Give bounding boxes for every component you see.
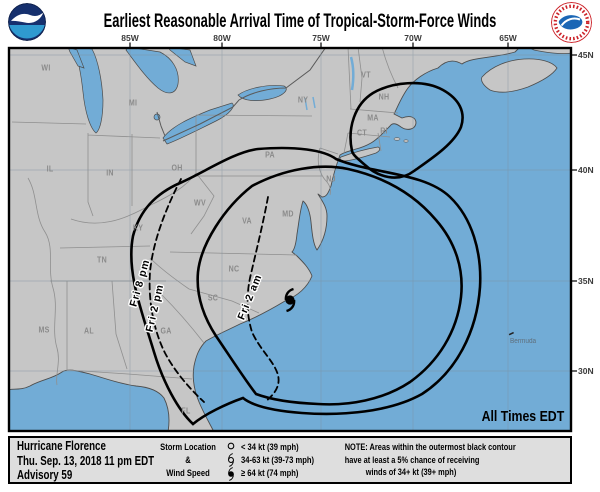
state-label-il: IL	[46, 164, 54, 174]
state-label-md: MD	[282, 209, 294, 219]
map-frame	[7, 46, 573, 433]
finger-lakes	[304, 96, 316, 111]
canada-border	[156, 48, 326, 142]
legend-item-label: < 34 kt (39 mph)	[241, 442, 299, 453]
lake-erie	[162, 102, 234, 145]
storm-identification: Hurricane Florence Thu. Sep. 13, 2018 11…	[17, 439, 193, 483]
legend-title-line3: Wind Speed	[166, 468, 210, 479]
lake-huron	[125, 48, 179, 94]
land-top-sliver	[529, 48, 571, 55]
lake-michigan	[73, 48, 104, 134]
state-label-wv: WV	[194, 198, 206, 208]
title-bar: Earliest Reasonable Arrival Time of Trop…	[0, 0, 600, 47]
state-label-va: VA	[242, 216, 252, 226]
state-label-ky: KY	[132, 223, 144, 233]
contour-new-england	[349, 81, 464, 179]
state-borders	[11, 48, 399, 386]
graticule	[9, 48, 571, 431]
lat-label-35N: 35N	[578, 276, 594, 286]
georgian-bay	[168, 48, 197, 67]
island-nantucket	[403, 139, 409, 143]
land-nova-scotia	[481, 58, 558, 93]
hurricane-icon	[228, 467, 234, 481]
legend-symbols	[225, 439, 237, 481]
state-label-oh: OH	[171, 163, 183, 173]
storm-name: Hurricane Florence	[17, 439, 106, 453]
contour-fri-8am	[196, 165, 463, 406]
state-label-mi: MI	[128, 98, 138, 108]
lon-label-70W: 70W	[404, 33, 422, 43]
state-label-sc: SC	[207, 293, 219, 303]
state-label-ny: NY	[297, 95, 309, 105]
noaa-logo	[8, 3, 46, 41]
state-label-ct: CT	[357, 128, 367, 138]
state-label-pa: PA	[265, 150, 275, 160]
lat-label-40N: 40N	[578, 165, 594, 175]
hurricane-symbol	[284, 287, 296, 313]
legend-item-label: 34-63 kt (39-73 mph)	[241, 455, 315, 466]
legend-title-line2: &	[185, 455, 191, 466]
info-bar: Hurricane Florence Thu. Sep. 13, 2018 11…	[8, 436, 572, 484]
state-label-nh: NH	[378, 92, 390, 102]
contour-fri-2am-dashed	[246, 196, 280, 403]
contour-fri-2pm-dashed	[148, 178, 205, 403]
state-label-wi: WI	[41, 63, 51, 73]
state-label-al: AL	[84, 326, 94, 336]
contours	[129, 81, 482, 426]
legend-title-line1: Storm Location	[160, 442, 216, 453]
state-label-ri: RI	[380, 126, 388, 136]
tick-marks	[129, 42, 577, 372]
state-label-ms: MS	[38, 325, 50, 335]
legend-labels: < 34 kt (39 mph) 34-63 kt (39-73 mph) ≥ …	[241, 441, 332, 480]
bermuda-island	[508, 331, 514, 336]
open-circle-icon	[227, 442, 235, 450]
state-label-nj: NJ	[326, 174, 336, 184]
note-line3: winds of 34+ kt (39+ mph)	[365, 467, 457, 478]
state-label-fl: FL	[181, 406, 191, 416]
lake-champlain	[349, 56, 355, 91]
legend-item-label: ≥ 64 kt (74 mph)	[241, 468, 299, 479]
island-marthas-vineyard	[393, 137, 401, 141]
nws-logo	[551, 2, 592, 43]
lat-label-30N: 30N	[578, 366, 594, 376]
advisory-number: Advisory 59	[17, 468, 73, 482]
green-bay	[68, 48, 85, 69]
bermuda-label: Bermuda	[510, 338, 537, 345]
lon-label-65W: 65W	[499, 33, 517, 43]
legend-title: Storm Location & Wind Speed	[153, 441, 223, 480]
page-title: Earliest Reasonable Arrival Time of Trop…	[103, 11, 497, 32]
state-label-in: IN	[106, 168, 114, 178]
land-mainland	[9, 48, 520, 431]
lat-label-45N: 45N	[578, 50, 594, 60]
state-label-vt: VT	[361, 70, 371, 80]
state-label-tn: TN	[97, 255, 107, 265]
state-label-ga: GA	[160, 326, 172, 336]
tropical-storm-icon	[228, 453, 234, 467]
note-line1: NOTE: Areas within the outermost black c…	[344, 442, 516, 453]
lon-label-85W: 85W	[121, 33, 139, 43]
note-block: NOTE: Areas within the outermost black c…	[326, 442, 516, 480]
note-line2: have at least a 5% chance of receiving	[344, 454, 480, 466]
lon-label-80W: 80W	[213, 33, 231, 43]
all-times-note: All Times EDT	[481, 409, 564, 425]
lake-ontario	[237, 85, 287, 101]
advisory-datetime: Thu. Sep. 13, 2018 11 pm EDT	[17, 453, 155, 468]
state-label-nc: NC	[228, 264, 240, 274]
great-lakes	[68, 48, 287, 145]
lon-label-75W: 75W	[312, 33, 330, 43]
contour-fri-8pm	[129, 146, 482, 426]
state-label-ma: MA	[367, 113, 379, 123]
